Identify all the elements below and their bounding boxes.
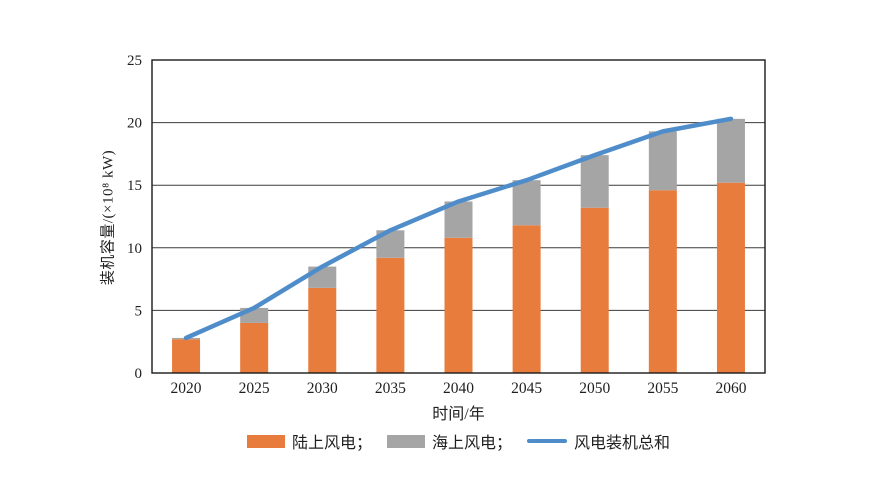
bar-segment-onshore-2020 xyxy=(172,339,201,373)
y-tick-label: 10 xyxy=(127,241,142,257)
bar-segment-onshore-2060 xyxy=(716,182,745,373)
bar-segment-onshore-2025 xyxy=(240,322,269,373)
total-capacity-line xyxy=(183,116,734,341)
y-tick-label: 20 xyxy=(127,116,142,132)
bar-segment-offshore-2050 xyxy=(580,155,609,208)
bar-segment-onshore-2045 xyxy=(512,225,541,373)
y-tick-label: 15 xyxy=(127,178,142,194)
y-tick-label: 5 xyxy=(135,303,143,319)
legend-label-total: 风电装机总和 xyxy=(574,435,671,452)
bar-segment-offshore-2055 xyxy=(648,131,677,191)
y-tick-label: 25 xyxy=(127,53,142,69)
x-tick-label: 2035 xyxy=(375,380,406,397)
legend: 陆上风电； 海上风电； 风电装机总和 xyxy=(152,429,765,453)
bar-segment-offshore-2030 xyxy=(308,266,337,288)
onshore-swatch-icon xyxy=(246,434,285,448)
bar-segment-onshore-2035 xyxy=(376,257,405,373)
x-tick-label: 2045 xyxy=(511,380,542,397)
x-tick-label: 2055 xyxy=(647,380,678,397)
legend-label-offshore: 海上风电； xyxy=(431,435,512,452)
total-line-swatch-icon xyxy=(527,438,567,444)
x-tick-label: 2040 xyxy=(443,380,474,397)
bar-segment-onshore-2055 xyxy=(648,190,677,373)
bar-segment-offshore-2045 xyxy=(512,180,541,226)
bar-segment-onshore-2030 xyxy=(308,287,337,373)
legend-item-onshore: 陆上风电； xyxy=(246,429,372,453)
bar-segment-onshore-2040 xyxy=(444,237,473,373)
legend-item-total: 风电装机总和 xyxy=(527,429,670,453)
x-tick-label: 2020 xyxy=(171,380,202,397)
bar-segment-offshore-2060 xyxy=(716,118,745,183)
legend-item-offshore: 海上风电； xyxy=(386,429,512,453)
x-tick-label: 2025 xyxy=(239,380,270,397)
x-tick-label: 2050 xyxy=(579,380,610,397)
y-axis-title: 装机容量/(×10⁸ kW) xyxy=(100,149,117,286)
bar-segment-onshore-2050 xyxy=(580,207,609,373)
plot-border xyxy=(151,59,766,374)
x-axis-title: 时间/年 xyxy=(432,406,485,423)
x-tick-label: 2030 xyxy=(307,380,338,397)
offshore-swatch-icon xyxy=(386,434,425,448)
legend-label-onshore: 陆上风电； xyxy=(291,435,372,452)
x-tick-label: 2060 xyxy=(715,380,746,397)
y-tick-label: 0 xyxy=(135,366,143,382)
